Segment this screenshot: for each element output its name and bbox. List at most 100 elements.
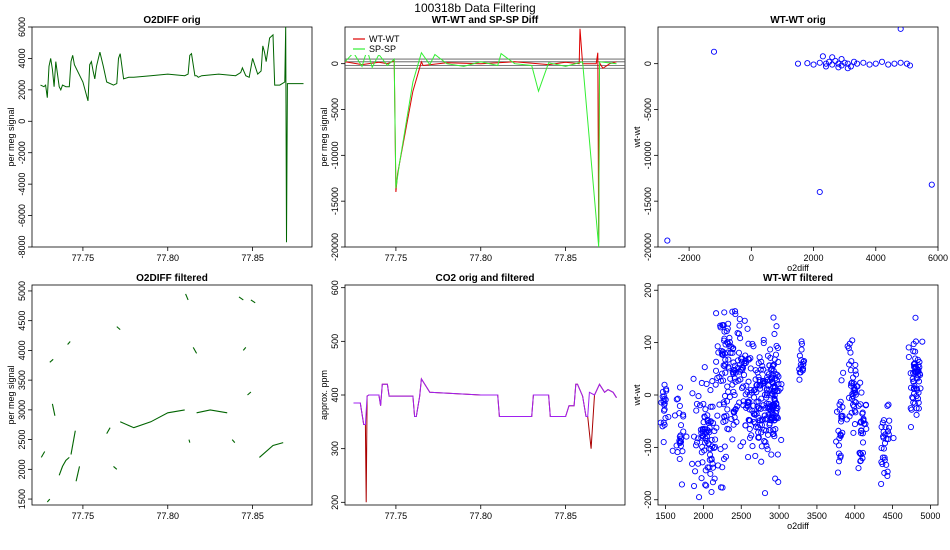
data-segment xyxy=(106,427,111,434)
scatter-point xyxy=(910,378,917,385)
scatter-point xyxy=(838,56,845,63)
scatter-point xyxy=(912,338,919,345)
y-tick-label: -20000 xyxy=(643,233,653,261)
scatter-point xyxy=(857,379,864,386)
series-line-wt-wt xyxy=(345,28,617,243)
scatter-point xyxy=(761,490,769,497)
x-tick-label: 4000 xyxy=(866,253,886,263)
scatter-point xyxy=(745,356,753,363)
scatter-point xyxy=(695,460,702,467)
scatter-point xyxy=(699,459,706,466)
scatter-point xyxy=(881,454,888,461)
scatter-point xyxy=(698,434,705,441)
scatter-point xyxy=(911,364,918,371)
x-tick-label: 77.80 xyxy=(156,253,179,263)
scatter-point xyxy=(881,469,888,477)
scatter-point xyxy=(907,405,914,412)
scatter-point xyxy=(758,395,765,402)
y-tick-label: 600 xyxy=(330,280,340,295)
scatter-point xyxy=(761,438,768,445)
data-segment xyxy=(49,358,54,363)
scatter-point xyxy=(736,316,743,323)
scatter-point xyxy=(906,62,914,69)
scatter-point xyxy=(707,403,714,410)
scatter-point xyxy=(719,351,726,358)
y-axis-label: per meg signal xyxy=(6,107,16,166)
scatter-point xyxy=(730,408,737,415)
scatter-point xyxy=(850,429,857,436)
scatter-point xyxy=(710,48,718,55)
y-tick-label: 100 xyxy=(643,335,653,350)
panel-p4: O2DIFF filtered 77.75 77.80 77.85 1500 2000 25… xyxy=(6,273,313,521)
scatter-point xyxy=(700,400,707,407)
scatter-point xyxy=(713,358,720,365)
scatter-point xyxy=(915,405,922,412)
panel-title: WT-WT and SP-SP Diff xyxy=(432,15,539,26)
scatter-point xyxy=(720,362,727,369)
scatter-point xyxy=(879,419,886,426)
scatter-point xyxy=(855,402,862,409)
scatter-point xyxy=(910,348,917,355)
scatter-point xyxy=(703,482,710,489)
scatter-point xyxy=(703,380,710,387)
data-segment xyxy=(46,498,51,503)
scatter-point xyxy=(765,400,772,407)
scatter-point xyxy=(767,377,774,384)
scatter-point xyxy=(840,369,847,376)
scatter-point xyxy=(903,60,910,67)
scatter-point xyxy=(752,452,759,459)
scatter-point xyxy=(747,365,754,372)
scatter-point xyxy=(746,417,754,424)
scatter-point xyxy=(745,454,752,461)
x-tick-label: 2500 xyxy=(731,511,751,521)
scatter-point xyxy=(848,358,855,365)
y-axis-label: per meg signal xyxy=(319,107,329,166)
scatter-point xyxy=(695,393,702,400)
scatter-point xyxy=(847,367,854,374)
panel-p1: O2DIFF orig 77.75 77.80 77.85 -8000 -6000 -400… xyxy=(6,15,313,263)
scatter-point xyxy=(769,371,776,378)
scatter-point xyxy=(734,403,741,410)
scatter-point xyxy=(756,382,763,389)
scatter-point xyxy=(741,317,748,324)
scatter-point xyxy=(721,392,729,400)
scatter-point xyxy=(702,439,709,446)
scatter-point xyxy=(712,381,719,388)
scatter-point xyxy=(750,402,757,409)
scatter-point xyxy=(762,439,769,446)
scatter-point xyxy=(890,435,897,442)
data-segment xyxy=(58,456,70,476)
scatter-point xyxy=(676,433,683,440)
scatter-point xyxy=(722,356,729,363)
data-segment xyxy=(247,391,252,396)
scatter-point xyxy=(691,433,698,440)
scatter-point xyxy=(721,328,728,335)
scatter-point xyxy=(913,411,920,418)
scatter-point xyxy=(891,60,898,67)
scatter-point xyxy=(663,386,670,393)
scatter-point xyxy=(708,488,715,496)
scatter-point xyxy=(769,391,776,398)
scatter-point xyxy=(857,401,864,408)
scatter-point xyxy=(816,188,823,196)
scatter-point xyxy=(720,455,728,463)
scatter-point xyxy=(669,447,676,454)
scatter-point xyxy=(836,435,843,442)
scatter-point xyxy=(885,424,893,431)
scatter-point xyxy=(698,379,705,387)
scatter-point xyxy=(799,367,806,374)
scatter-point xyxy=(755,434,762,441)
plot-body xyxy=(40,293,284,503)
scatter-point xyxy=(758,443,765,450)
scatter-point xyxy=(911,361,918,368)
scatter-point xyxy=(719,370,726,377)
scatter-point xyxy=(714,412,721,419)
x-tick-label: 77.85 xyxy=(241,511,264,521)
scatter-point xyxy=(845,345,852,352)
scatter-point xyxy=(702,435,709,442)
scatter-point xyxy=(858,419,865,426)
scatter-point xyxy=(885,401,892,408)
scatter-point xyxy=(767,354,774,361)
scatter-point xyxy=(702,481,709,488)
scatter-point xyxy=(778,436,785,444)
